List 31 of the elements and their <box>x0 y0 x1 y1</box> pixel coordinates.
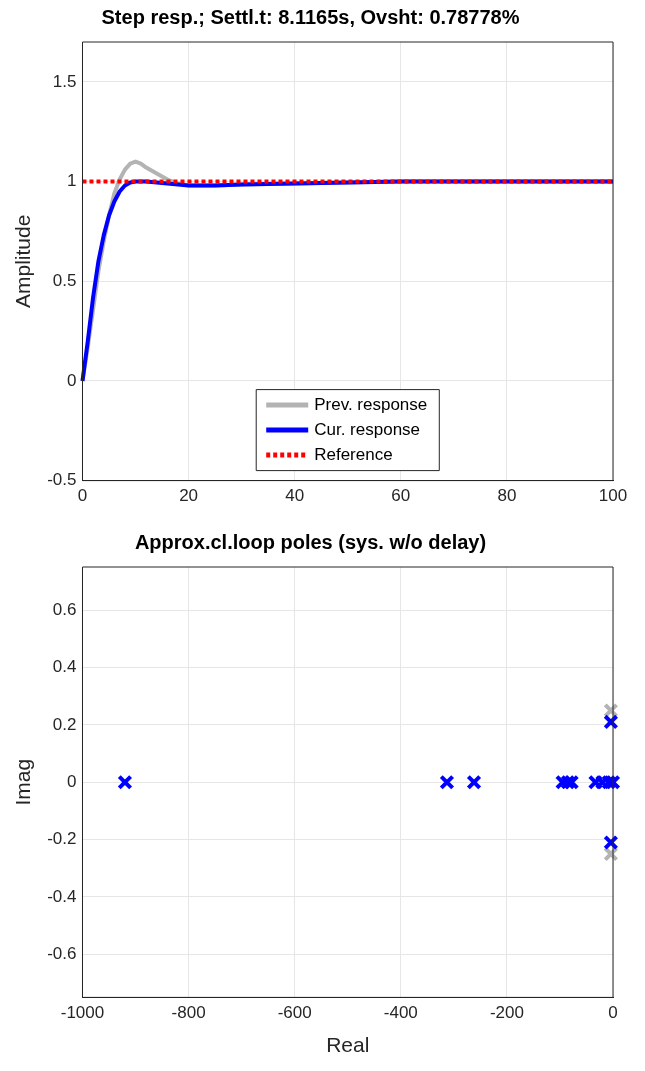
y-tick-label: 0 <box>67 771 77 791</box>
y-axis-title: Amplitude <box>11 214 35 308</box>
y-tick-label: -0.2 <box>47 829 77 849</box>
legend-label: Reference <box>314 444 393 464</box>
y-tick-label: 0 <box>67 370 77 390</box>
x-tick-label: -1000 <box>60 1003 105 1023</box>
y-tick-label: -0.5 <box>47 470 77 490</box>
chart-title: Approx.cl.loop poles (sys. w/o delay) <box>134 530 487 553</box>
x-axis-title: Real <box>326 1033 370 1057</box>
x-tick-label: 0 <box>608 1003 618 1023</box>
x-tick-label: -800 <box>171 1003 206 1023</box>
y-axis-title: Imag <box>11 758 35 806</box>
y-tick-label: 0.6 <box>52 599 77 619</box>
x-tick-label: 20 <box>179 486 199 506</box>
x-tick-label: -400 <box>383 1003 418 1023</box>
y-tick-label: 0.4 <box>52 657 77 677</box>
chart-title: Step resp.; Settl.t: 8.1165s, Ovsht: 0.78778% <box>101 5 520 28</box>
y-tick-label: 1.5 <box>52 71 77 91</box>
y-tick-label: -0.4 <box>47 886 77 906</box>
y-tick-label: -0.6 <box>47 944 77 964</box>
y-tick-label: 1 <box>67 171 77 191</box>
x-tick-label: 60 <box>391 486 411 506</box>
legend-label: Cur. response <box>314 419 421 439</box>
legend-label: Prev. response <box>314 394 428 414</box>
x-tick-label: -600 <box>277 1003 312 1023</box>
x-tick-label: 100 <box>598 486 628 506</box>
y-tick-label: 0.5 <box>52 270 77 290</box>
x-tick-label: -200 <box>489 1003 524 1023</box>
y-tick-label: 0.2 <box>52 714 77 734</box>
x-tick-label: 40 <box>285 486 305 506</box>
x-tick-label: 80 <box>497 486 517 506</box>
